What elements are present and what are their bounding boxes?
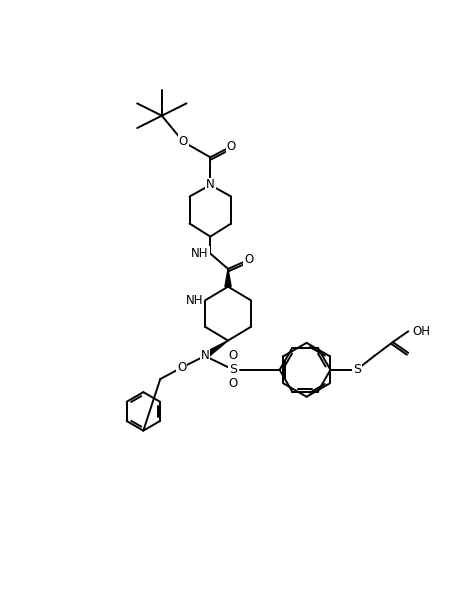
Polygon shape [225, 269, 231, 287]
Text: O: O [244, 253, 253, 266]
Text: OH: OH [413, 325, 431, 338]
Text: N: N [206, 179, 215, 191]
Text: S: S [229, 363, 237, 377]
Text: NH: NH [186, 294, 203, 307]
Text: O: O [227, 140, 236, 153]
Text: O: O [177, 361, 186, 374]
Text: N: N [201, 349, 209, 362]
Text: O: O [179, 136, 188, 149]
Text: O: O [229, 377, 238, 390]
Text: O: O [229, 349, 238, 362]
Polygon shape [203, 340, 228, 359]
Text: S: S [353, 363, 361, 377]
Text: NH: NH [191, 247, 209, 260]
